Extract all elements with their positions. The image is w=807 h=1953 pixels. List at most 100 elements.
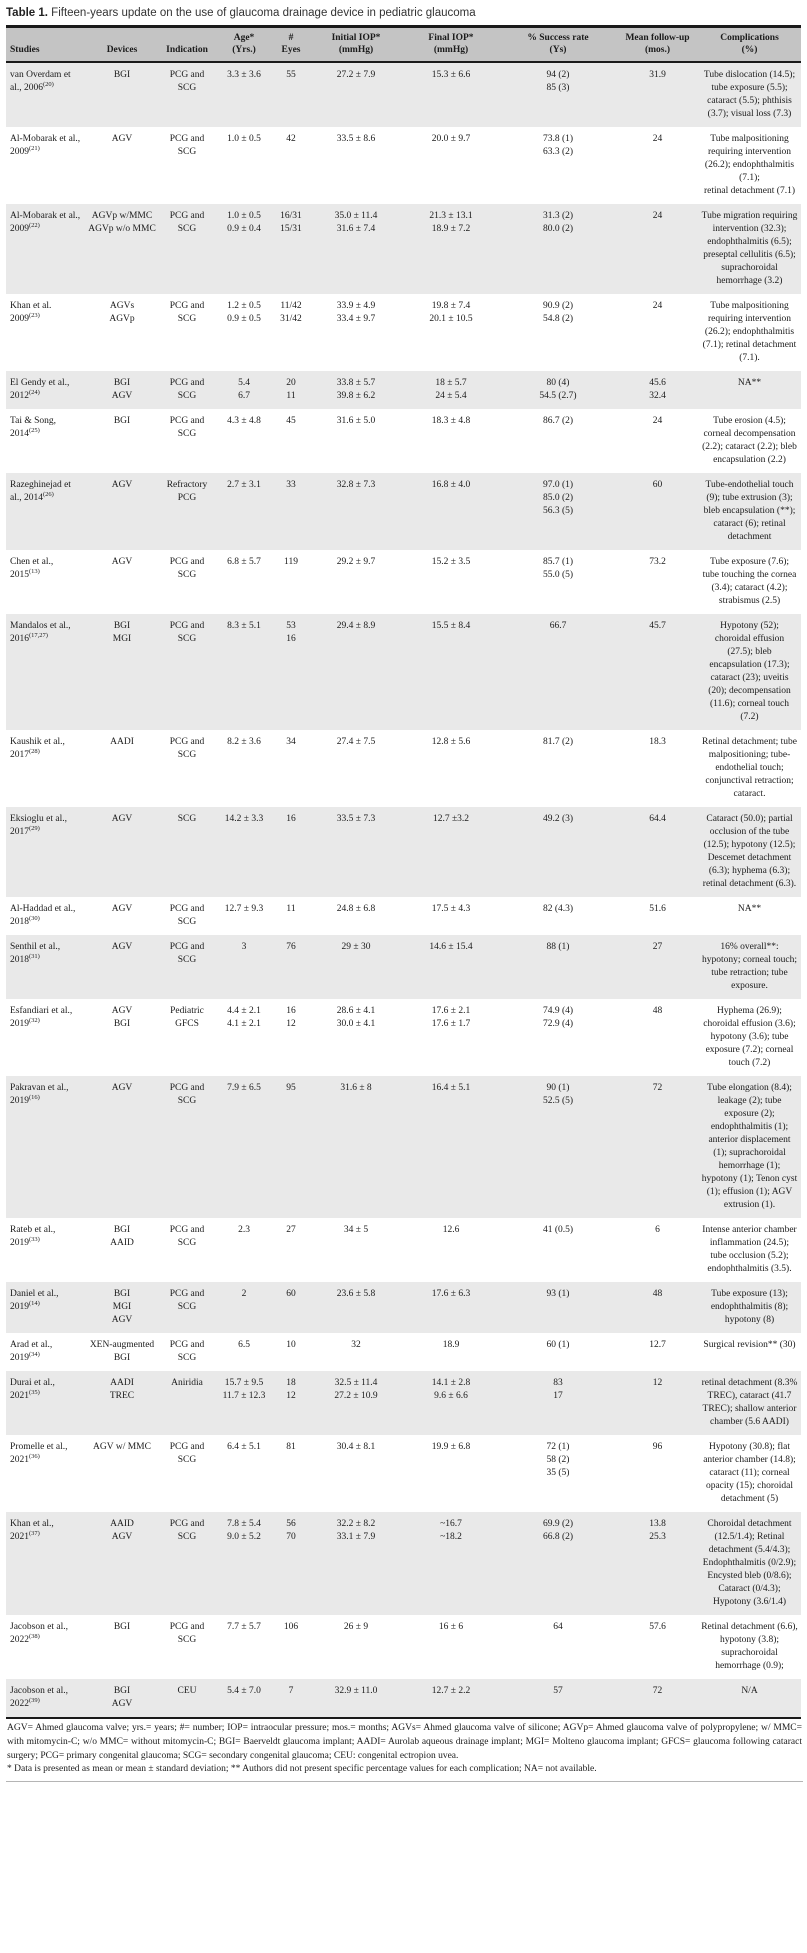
age-cell: 12.7 ± 9.3 <box>224 904 264 915</box>
table-header: Studies Devices Indication Age* (Yrs.) # Eye… <box>6 26 801 64</box>
age-cell: 6.5 <box>238 1340 250 1351</box>
study-cell: El Gendy et al., 2012(24) <box>6 371 85 409</box>
study-name: Mandalos et al., 2016 <box>10 621 71 645</box>
iop-initial-cell: 29.2 ± 9.7 <box>336 557 376 568</box>
age-cell: 1.0 ± 0.5 <box>227 134 261 145</box>
age-cell: 5.4 ± 7.0 <box>227 1686 261 1697</box>
iop-initial-cell: 27.2 ± 7.9 <box>336 70 376 81</box>
iop-final-cell: 14.6 ± 15.4 <box>429 942 473 953</box>
devices-cell: AAID AGV <box>110 1519 134 1543</box>
devices-cell: AGV <box>111 134 133 145</box>
iop-initial-cell: 24.8 ± 6.8 <box>336 904 376 915</box>
devices-cell: AADI TREC <box>109 1378 135 1402</box>
indication-cell: PCG and SCG <box>169 1340 205 1364</box>
iop-final-cell: 16.8 ± 4.0 <box>431 480 471 491</box>
study-cell: Al-Mobarak et al., 2009(21) <box>6 127 85 204</box>
iop-final-cell: 15.3 ± 6.6 <box>431 70 471 81</box>
iop-initial-cell: 32.2 ± 8.2 33.1 ± 7.9 <box>336 1519 376 1543</box>
complications-cell: Tube exposure (7.6); tube touching the c… <box>702 557 797 607</box>
devices-cell: BGI <box>113 70 131 81</box>
indication-cell: PCG and SCG <box>169 621 205 645</box>
success-cell: 31.3 (2) 80.0 (2) <box>542 211 574 235</box>
devices-cell: AGVp w/MMC AGVp w/o MMC <box>88 211 156 235</box>
devices-cell: AADI <box>110 737 134 748</box>
table-row: Jacobson et al., 2022(39) BGI AGV CEU 5.4 ±… <box>6 1679 801 1719</box>
success-cell: 82 (4.3) <box>542 904 574 915</box>
reference-superscript: (25) <box>29 426 40 434</box>
header-row: Studies Devices Indication Age* (Yrs.) # Eye… <box>6 26 801 64</box>
column-header: Initial IOP* (mmHg) <box>309 26 403 64</box>
success-cell: 83 17 <box>553 1378 563 1402</box>
iop-initial-cell: 34 ± 5 <box>343 1225 369 1236</box>
study-name: Promelle et al., 2021 <box>10 1442 68 1466</box>
complications-cell: Tube malpositioning requiring interventi… <box>702 301 797 364</box>
reference-superscript: (14) <box>29 1299 40 1307</box>
indication-cell: PCG and SCG <box>169 904 205 928</box>
followup-cell: 57.6 <box>649 1622 666 1633</box>
complications-cell: Tube malpositioning requiring interventi… <box>703 134 795 197</box>
study-name: Eksioglu et al., 2017 <box>10 814 67 838</box>
table-row: El Gendy et al., 2012(24) BGI AGV PCG and … <box>6 371 801 410</box>
age-cell: 15.7 ± 9.5 11.7 ± 12.3 <box>222 1378 266 1402</box>
devices-cell: AGVs AGVp <box>109 301 135 325</box>
complications-cell: Choroidal detachment (12.5/1.4); Retinal… <box>702 1519 797 1608</box>
iop-final-cell: 18.3 ± 4.8 <box>431 416 471 427</box>
reference-superscript: (23) <box>29 311 40 319</box>
success-cell: 90.9 (2) 54.8 (2) <box>542 301 574 325</box>
iop-final-cell: 12.8 ± 5.6 <box>431 737 471 748</box>
reference-superscript: (35) <box>29 1388 40 1396</box>
table-row: Jacobson et al., 2022(38) BGI PCG and SCG 7… <box>6 1615 801 1680</box>
reference-superscript: (17,27) <box>29 631 48 639</box>
iop-final-cell: 21.3 ± 13.1 18.9 ± 7.2 <box>429 211 473 235</box>
eyes-cell: 45 <box>286 416 296 427</box>
devices-cell: AGV w/ MMC <box>93 1442 151 1453</box>
table-title: Table 1. Fifteen-years update on the use… <box>6 6 801 20</box>
study-name: Razeghinejad et al., 2014 <box>10 480 71 504</box>
table-row: Pakravan et al., 2019(16) AGV PCG and SCG 7… <box>6 1076 801 1219</box>
study-name: Khan et al. 2009 <box>10 301 52 325</box>
table-row: Promelle et al., 2021(36) AGV w/ MMC PCG a… <box>6 1435 801 1513</box>
column-header: Final IOP* (mmHg) <box>403 26 499 64</box>
column-header: Devices <box>85 26 159 64</box>
devices-cell: AGV <box>111 904 133 915</box>
followup-cell: 73.2 <box>649 557 666 568</box>
reference-superscript: (13) <box>29 567 40 575</box>
iop-initial-cell: 31.6 ± 8 <box>340 1083 372 1094</box>
age-cell: 3.3 ± 3.6 <box>227 70 261 81</box>
complications-cell: Tube erosion (4.5); corneal decompensati… <box>702 416 797 466</box>
study-cell: Durai et al., 2021(35) <box>6 1371 85 1435</box>
followup-cell: 60 <box>652 480 663 491</box>
iop-initial-cell: 32.9 ± 11.0 <box>334 1686 378 1697</box>
eyes-cell: 42 <box>286 134 296 145</box>
reference-superscript: (22) <box>29 221 40 229</box>
iop-final-cell: 18 ± 5.7 24 ± 5.4 <box>435 378 467 402</box>
followup-cell: 12 <box>652 1378 663 1389</box>
column-header: Mean follow-up (mos.) <box>617 26 698 64</box>
indication-cell: PCG and SCG <box>169 134 205 158</box>
indication-cell: PCG and SCG <box>169 378 205 402</box>
table-row: Razeghinejad et al., 2014(26) AGV Refracto… <box>6 473 801 551</box>
iop-final-cell: 19.8 ± 7.4 20.1 ± 10.5 <box>429 301 473 325</box>
indication-cell: PCG and SCG <box>169 737 205 761</box>
iop-initial-cell: 33.5 ± 8.6 <box>336 134 376 145</box>
reference-superscript: (33) <box>29 1235 40 1243</box>
devices-cell: AGV BGI <box>111 1006 133 1030</box>
iop-initial-cell: 28.6 ± 4.1 30.0 ± 4.1 <box>336 1006 376 1030</box>
age-cell: 2 <box>241 1289 247 1300</box>
reference-superscript: (16) <box>29 1093 40 1101</box>
followup-cell: 31.9 <box>649 70 666 81</box>
followup-cell: 72 <box>652 1686 663 1697</box>
table-row: Tai & Song, 2014(25) BGI PCG and SCG 4.3 ± … <box>6 409 801 474</box>
followup-cell: 24 <box>652 134 663 145</box>
iop-final-cell: 17.6 ± 6.3 <box>431 1289 471 1300</box>
eyes-cell: 33 <box>286 480 296 491</box>
study-cell: Razeghinejad et al., 2014(26) <box>6 473 85 550</box>
table-row: Daniel et al., 2019(14) BGI MGI AGV PCG an… <box>6 1282 801 1334</box>
iop-initial-cell: 29.4 ± 8.9 <box>336 621 376 632</box>
success-cell: 69.9 (2) 66.8 (2) <box>542 1519 574 1543</box>
eyes-cell: 53 16 <box>286 621 296 645</box>
iop-final-cell: 17.6 ± 2.1 17.6 ± 1.7 <box>431 1006 471 1030</box>
iop-initial-cell: 32 <box>351 1340 361 1351</box>
table-row: Khan et al. 2009(23) AGVs AGVp PCG and SCG… <box>6 294 801 372</box>
age-cell: 14.2 ± 3.3 <box>224 814 264 825</box>
